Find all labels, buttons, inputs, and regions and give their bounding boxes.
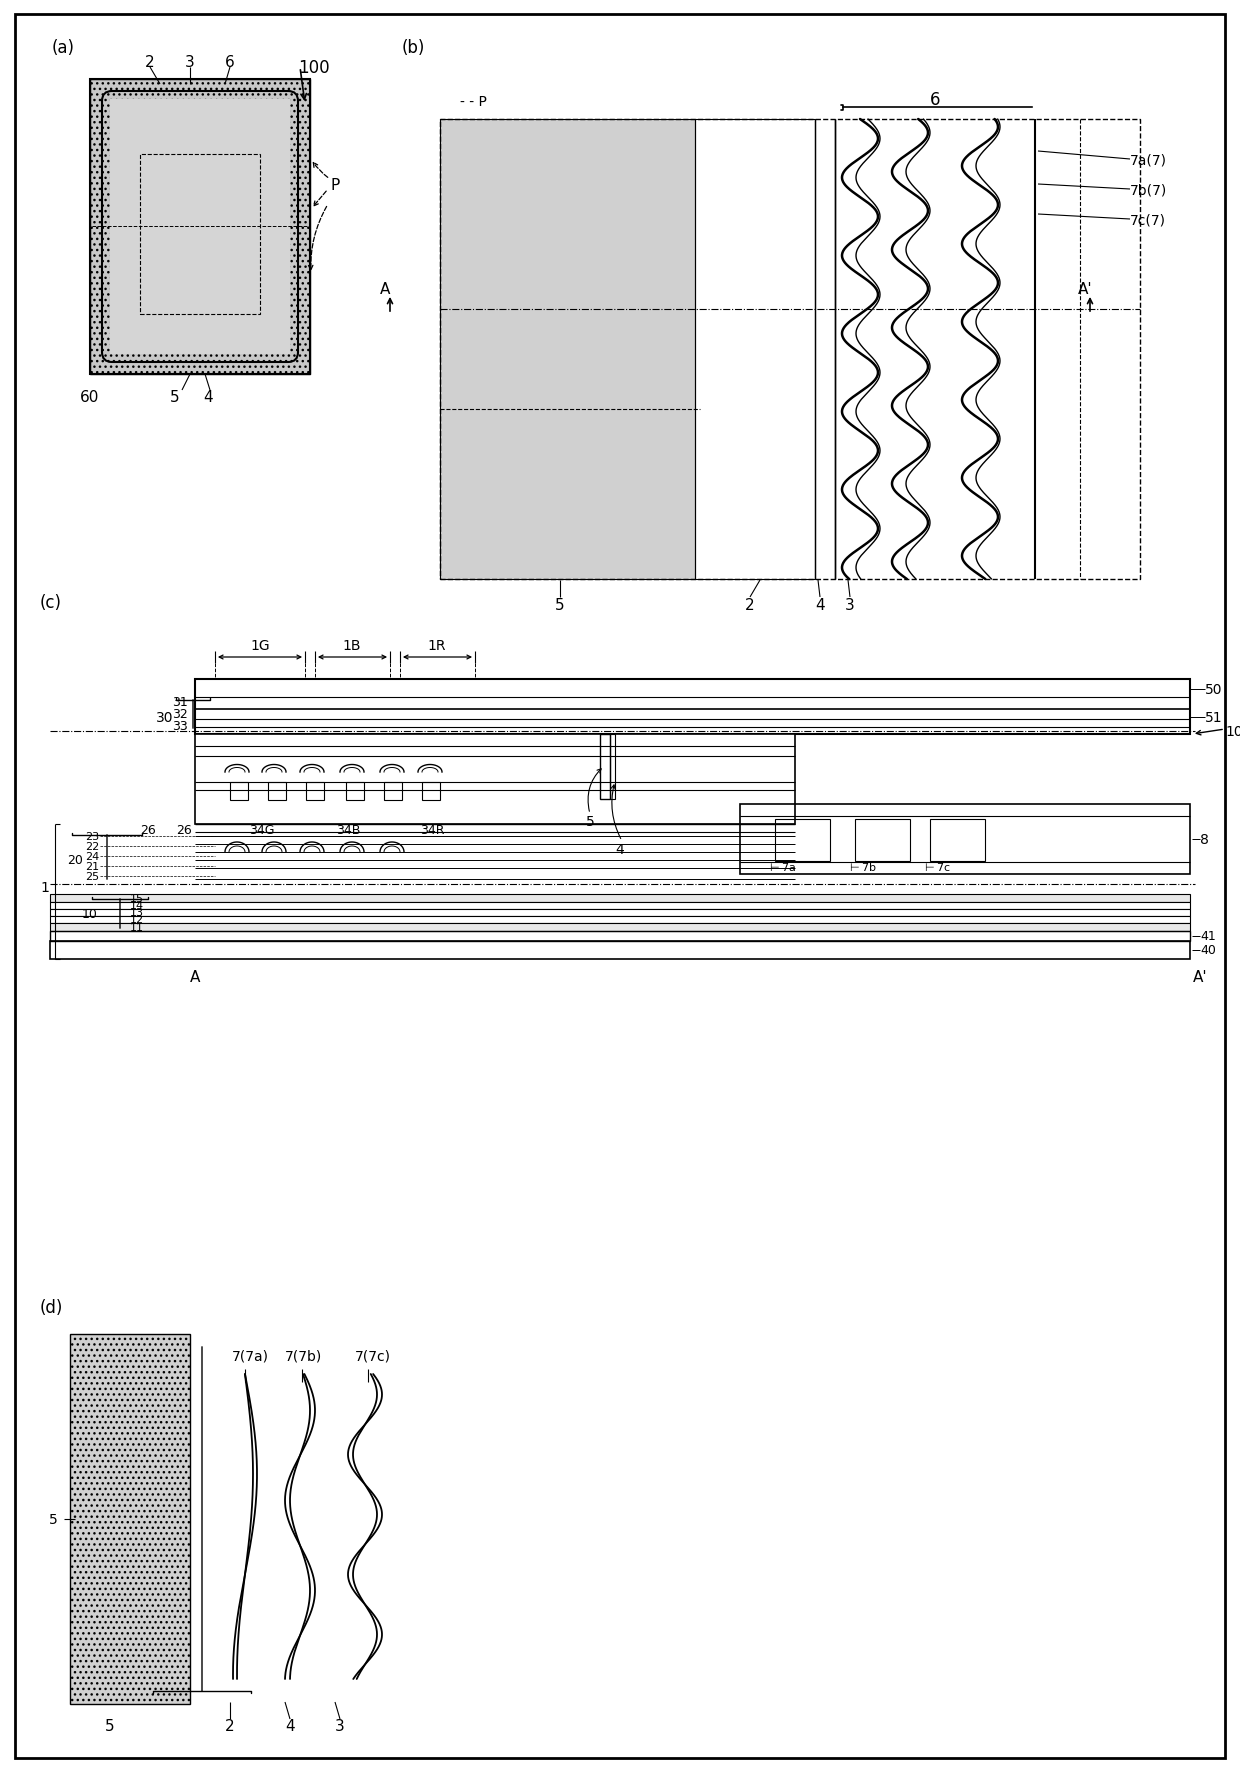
Text: A': A' bbox=[1193, 970, 1208, 984]
Text: 20: 20 bbox=[67, 853, 83, 865]
Text: 60: 60 bbox=[81, 390, 99, 404]
Text: 22: 22 bbox=[84, 842, 99, 851]
Text: 41: 41 bbox=[1200, 931, 1215, 943]
Text: 21: 21 bbox=[84, 862, 99, 872]
Text: 2: 2 bbox=[745, 598, 755, 612]
Text: 50: 50 bbox=[1205, 683, 1223, 697]
Text: 1: 1 bbox=[41, 881, 50, 895]
Bar bbox=[50, 895, 1190, 902]
Text: (c): (c) bbox=[40, 594, 62, 612]
Text: 7c(7): 7c(7) bbox=[1130, 213, 1166, 227]
Bar bbox=[69, 1335, 190, 1704]
Text: A: A bbox=[190, 970, 200, 984]
Text: 3: 3 bbox=[185, 55, 195, 69]
Bar bbox=[268, 782, 286, 801]
Text: 4: 4 bbox=[285, 1718, 295, 1734]
Bar bbox=[50, 902, 1190, 910]
Text: 7(7b): 7(7b) bbox=[285, 1349, 322, 1363]
Bar bbox=[50, 917, 1190, 924]
Text: $\vdash$7c: $\vdash$7c bbox=[923, 860, 951, 872]
Text: 34G: 34G bbox=[249, 823, 275, 837]
Bar bbox=[91, 80, 310, 374]
Text: 5: 5 bbox=[50, 1512, 58, 1527]
Text: 3: 3 bbox=[846, 598, 854, 612]
Text: 100: 100 bbox=[298, 59, 330, 76]
Bar bbox=[50, 924, 1190, 931]
Text: 14: 14 bbox=[130, 901, 144, 911]
Bar bbox=[50, 931, 1190, 941]
Text: 6: 6 bbox=[226, 55, 234, 69]
Bar bbox=[50, 941, 1190, 959]
Text: 13: 13 bbox=[130, 908, 144, 917]
Text: 23: 23 bbox=[84, 832, 99, 842]
Bar bbox=[694, 121, 815, 580]
Text: 5: 5 bbox=[105, 1718, 115, 1734]
Bar bbox=[195, 734, 795, 824]
Text: - - P: - - P bbox=[460, 96, 487, 108]
Text: 5: 5 bbox=[585, 814, 594, 828]
Text: 26: 26 bbox=[140, 823, 156, 837]
Text: 34R: 34R bbox=[420, 823, 444, 837]
Bar bbox=[346, 782, 365, 801]
Text: 7(7c): 7(7c) bbox=[355, 1349, 391, 1363]
Text: 32: 32 bbox=[172, 707, 188, 722]
Text: (b): (b) bbox=[402, 39, 425, 57]
Text: 5: 5 bbox=[170, 390, 180, 404]
Text: 10: 10 bbox=[82, 908, 98, 920]
Text: 1G: 1G bbox=[250, 638, 270, 652]
Text: 3: 3 bbox=[335, 1718, 345, 1734]
Text: 2: 2 bbox=[226, 1718, 234, 1734]
Bar bbox=[775, 819, 830, 862]
Text: $\vdash$7b: $\vdash$7b bbox=[847, 860, 877, 872]
Text: 5: 5 bbox=[556, 598, 564, 612]
Text: 7a(7): 7a(7) bbox=[1130, 152, 1167, 167]
Bar bbox=[930, 819, 985, 862]
Text: 15: 15 bbox=[130, 894, 144, 904]
Bar bbox=[195, 679, 1190, 734]
Text: 1B: 1B bbox=[342, 638, 361, 652]
Bar bbox=[110, 99, 290, 355]
Text: 100: 100 bbox=[1225, 725, 1240, 739]
Text: 30: 30 bbox=[156, 711, 174, 725]
Text: 7b(7): 7b(7) bbox=[1130, 183, 1167, 197]
Text: 6: 6 bbox=[930, 90, 940, 108]
Bar bbox=[610, 734, 615, 800]
Text: (a): (a) bbox=[52, 39, 74, 57]
Text: 4: 4 bbox=[615, 842, 625, 856]
Bar bbox=[440, 121, 1140, 580]
Text: 24: 24 bbox=[84, 851, 99, 862]
Text: 2: 2 bbox=[145, 55, 155, 69]
Bar bbox=[440, 121, 694, 580]
Bar bbox=[306, 782, 324, 801]
Text: 31: 31 bbox=[172, 695, 188, 707]
Text: 25: 25 bbox=[84, 872, 99, 881]
Text: 40: 40 bbox=[1200, 943, 1216, 957]
Bar bbox=[140, 154, 260, 316]
Bar bbox=[440, 121, 694, 580]
Bar bbox=[422, 782, 440, 801]
Bar bbox=[740, 805, 1190, 874]
Text: 4: 4 bbox=[203, 390, 213, 404]
Text: 51: 51 bbox=[1205, 711, 1223, 725]
Text: 4: 4 bbox=[815, 598, 825, 612]
Bar bbox=[50, 910, 1190, 917]
Text: $\vdash$7a: $\vdash$7a bbox=[768, 860, 796, 872]
Bar bbox=[384, 782, 402, 801]
Text: 8: 8 bbox=[1200, 833, 1209, 846]
Text: 12: 12 bbox=[130, 915, 144, 924]
Text: P: P bbox=[330, 177, 340, 193]
Text: A': A' bbox=[1078, 282, 1092, 298]
Bar bbox=[229, 782, 248, 801]
Text: 34B: 34B bbox=[336, 823, 360, 837]
Text: A: A bbox=[379, 282, 391, 298]
Text: 7(7a): 7(7a) bbox=[232, 1349, 269, 1363]
Text: (d): (d) bbox=[40, 1298, 63, 1316]
Text: 33: 33 bbox=[172, 720, 188, 732]
Bar bbox=[600, 734, 610, 800]
Text: 1R: 1R bbox=[428, 638, 446, 652]
Bar bbox=[856, 819, 910, 862]
Bar bbox=[91, 80, 310, 374]
Text: 26: 26 bbox=[176, 823, 192, 837]
Text: 11: 11 bbox=[130, 922, 144, 933]
